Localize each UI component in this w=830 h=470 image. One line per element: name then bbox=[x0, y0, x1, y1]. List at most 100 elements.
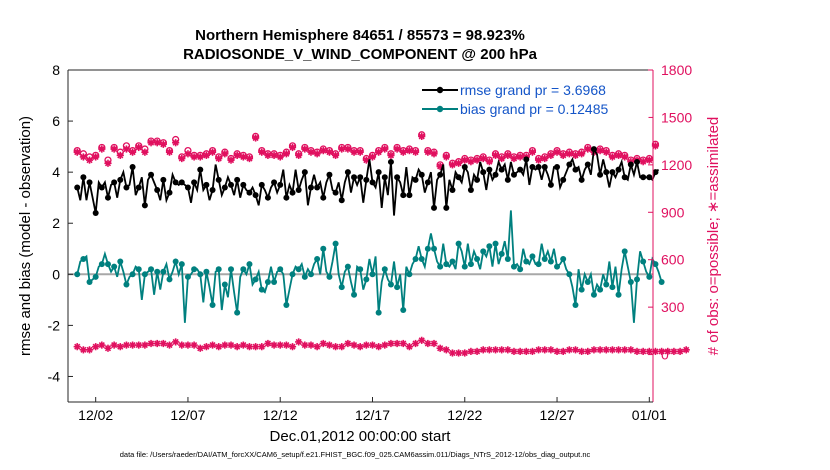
obs-low-assimilated-point bbox=[602, 346, 610, 354]
bias-point bbox=[203, 268, 210, 275]
rmse-point bbox=[510, 171, 517, 178]
legend-rmse-marker bbox=[436, 86, 444, 94]
bias-point bbox=[590, 291, 597, 298]
obs-assimilated-point bbox=[565, 150, 573, 158]
obs-low-assimilated-stroke bbox=[191, 342, 198, 349]
obs-assimilated-point bbox=[301, 145, 309, 153]
legend-box bbox=[417, 72, 649, 120]
obs-low-assimilated-stroke bbox=[240, 342, 247, 349]
obs-low-assimilated-stroke bbox=[603, 346, 610, 353]
obs-low-assimilated-stroke bbox=[117, 343, 124, 350]
rmse-point bbox=[449, 187, 456, 194]
bias-point bbox=[197, 271, 204, 278]
obs-low-assimilated-point bbox=[627, 346, 635, 354]
obs-assimilated-point bbox=[467, 158, 475, 166]
obs-low-assimilated-point bbox=[387, 339, 395, 348]
obs-assimilated-point bbox=[510, 154, 518, 163]
obs-low-assimilated-point bbox=[159, 339, 167, 348]
bias-point bbox=[437, 263, 444, 270]
obs-assimilated-stroke bbox=[615, 152, 622, 159]
bias-point bbox=[492, 240, 499, 247]
bias-point bbox=[461, 263, 468, 270]
obs-low-assimilated-point bbox=[172, 338, 180, 346]
bias-point bbox=[184, 273, 191, 280]
obs-assimilated-stroke bbox=[387, 152, 395, 159]
bias-point bbox=[160, 268, 167, 275]
obs-low-assimilated-point bbox=[559, 347, 567, 356]
obs-assimilated-point bbox=[405, 147, 414, 155]
obs-assimilated-point bbox=[208, 148, 217, 156]
bias-point bbox=[80, 255, 87, 262]
obs-low-assimilated-point bbox=[676, 347, 684, 356]
obs-low-assimilated-stroke bbox=[418, 337, 425, 344]
rmse-point bbox=[572, 166, 579, 173]
bias-point bbox=[424, 245, 431, 252]
obs-assimilated-point bbox=[639, 158, 647, 166]
obs-assimilated-stroke bbox=[129, 149, 136, 156]
obs-assimilated-stroke bbox=[418, 133, 425, 140]
obs-assimilated-point bbox=[196, 153, 204, 161]
rmse-point bbox=[504, 176, 511, 183]
bias-point bbox=[332, 240, 339, 247]
obs-assimilated-stroke bbox=[443, 153, 450, 161]
obs-assimilated-point bbox=[596, 147, 604, 155]
obs-low-assimilated-point bbox=[639, 347, 647, 356]
rmse-point bbox=[535, 164, 542, 171]
bias-point bbox=[554, 263, 561, 270]
obs-assimilated-stroke bbox=[381, 145, 388, 153]
obs-assimilated-stroke bbox=[652, 142, 659, 149]
obs-low-assimilated-stroke bbox=[215, 343, 222, 350]
rmse-point bbox=[98, 184, 105, 191]
obs-low-assimilated-stroke bbox=[560, 348, 567, 355]
obs-low-assimilated-stroke bbox=[320, 340, 327, 347]
obs-assimilated-stroke bbox=[123, 145, 130, 153]
obs-low-assimilated-stroke bbox=[338, 343, 345, 350]
obs-assimilated-stroke bbox=[535, 157, 542, 164]
obs-assimilated-stroke bbox=[400, 149, 407, 156]
obs-assimilated-point bbox=[608, 153, 617, 161]
obs-low-assimilated-stroke bbox=[590, 346, 598, 353]
y-right-tick-label: 1200 bbox=[661, 157, 692, 173]
obs-low-assimilated-stroke bbox=[277, 342, 284, 349]
obs-low-assimilated-point bbox=[98, 341, 106, 349]
obs-low-assimilated-point bbox=[282, 341, 290, 349]
bias-point bbox=[400, 307, 407, 314]
obs-low-assimilated-point bbox=[596, 346, 604, 354]
obs-low-assimilated-point bbox=[590, 346, 598, 354]
obs-assimilated-stroke bbox=[135, 144, 142, 151]
obs-low-assimilated-stroke bbox=[246, 343, 253, 350]
rmse-point bbox=[424, 179, 431, 186]
bias-point bbox=[381, 266, 388, 273]
bias-point bbox=[246, 261, 253, 268]
obs-assimilated-stroke bbox=[277, 153, 284, 161]
obs-low-assimilated-point bbox=[153, 339, 161, 348]
bias-point bbox=[455, 240, 462, 247]
obs-assimilated-point bbox=[418, 132, 426, 140]
bias-point bbox=[572, 301, 579, 308]
bias-point bbox=[621, 248, 628, 255]
bias-point bbox=[74, 271, 81, 278]
obs-low-assimilated-stroke bbox=[510, 348, 518, 355]
obs-assimilated-point bbox=[135, 143, 143, 152]
obs-low-assimilated-point bbox=[614, 346, 623, 354]
obs-low-assimilated-stroke bbox=[473, 348, 481, 355]
obs-low-assimilated-point bbox=[608, 346, 617, 354]
obs-assimilated-stroke bbox=[252, 134, 259, 142]
obs-low-assimilated-point bbox=[393, 339, 401, 348]
obs-low-assimilated-point bbox=[485, 346, 493, 354]
obs-low-assimilated-point bbox=[331, 343, 340, 351]
obs-assimilated-stroke bbox=[369, 153, 376, 161]
obs-low-assimilated-stroke bbox=[400, 340, 407, 347]
obs-low-assimilated-stroke bbox=[597, 346, 604, 353]
obs-low-assimilated-stroke bbox=[326, 342, 333, 349]
rmse-point bbox=[560, 176, 567, 183]
obs-low-assimilated-point bbox=[455, 349, 463, 357]
bias-point bbox=[603, 281, 610, 288]
rmse-point bbox=[172, 179, 179, 186]
obs-assimilated-point bbox=[288, 143, 297, 152]
obs-low-assimilated-stroke bbox=[289, 343, 296, 350]
chart-title-line1: Northern Hemisphere 84651 / 85573 = 98.9… bbox=[195, 27, 525, 44]
bias-point bbox=[326, 273, 333, 280]
obs-assimilated-stroke bbox=[191, 153, 198, 161]
obs-assimilated-stroke bbox=[510, 155, 518, 162]
